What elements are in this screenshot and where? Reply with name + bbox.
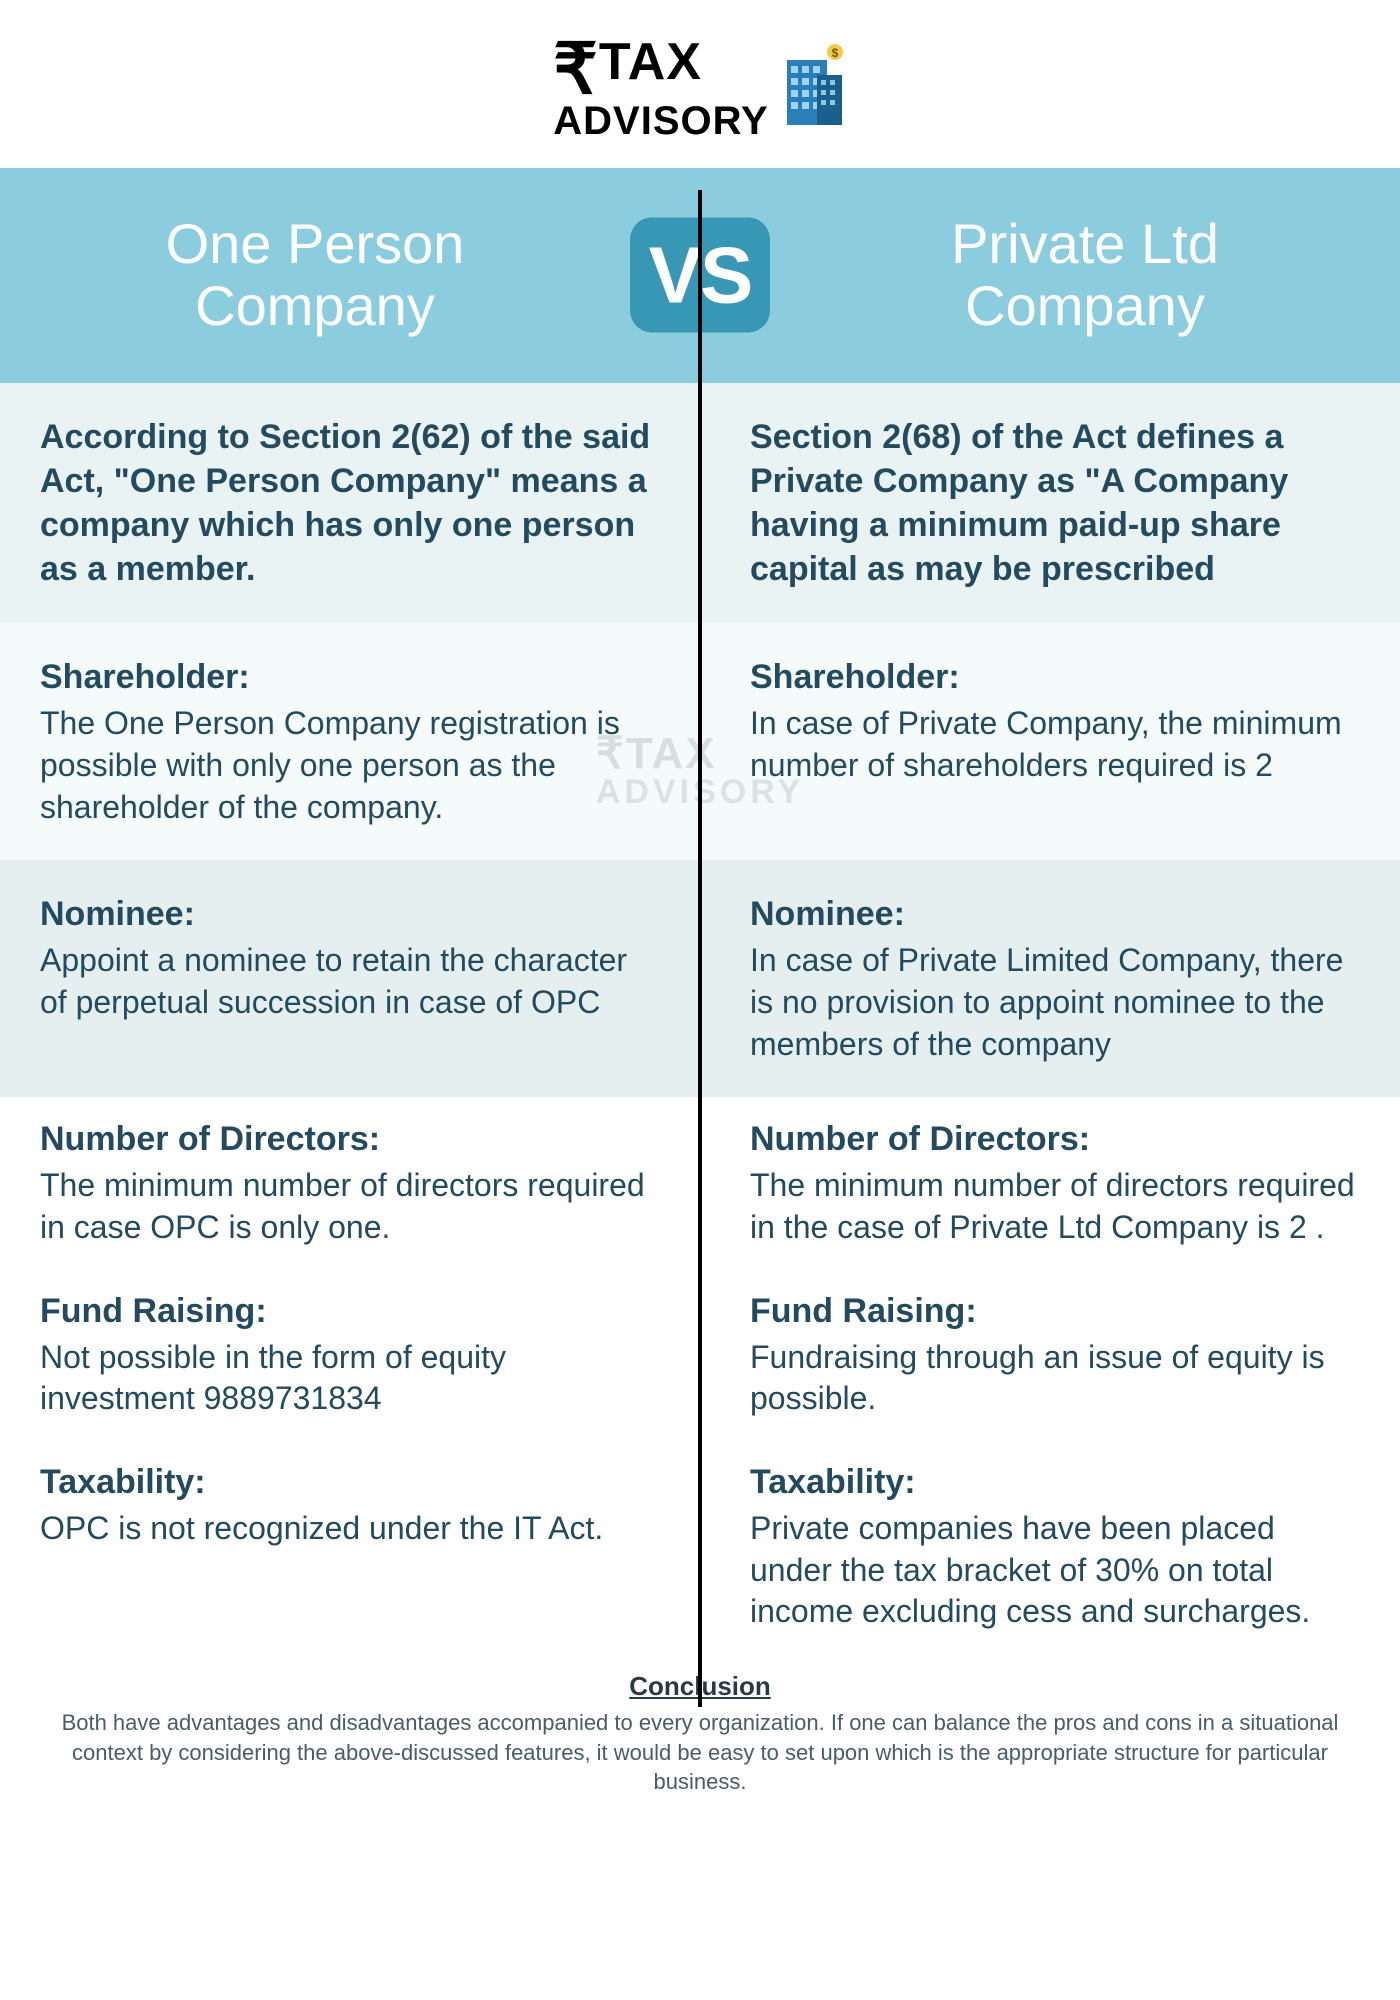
directors-label-right: Number of Directors: — [750, 1117, 1360, 1161]
rupee-icon: ₹ — [553, 40, 599, 100]
conclusion-body: Both have advantages and disadvantages a… — [50, 1708, 1350, 1797]
tax-right: Private companies have been placed under… — [750, 1508, 1360, 1633]
nominee-right: In case of Private Limited Company, ther… — [750, 940, 1360, 1065]
cell-shareholder-right: Shareholder: In case of Private Company,… — [700, 623, 1400, 860]
tax-left: OPC is not recognized under the IT Act. — [40, 1508, 660, 1550]
cell-nominee-left: Nominee: Appoint a nominee to retain the… — [0, 860, 700, 1097]
directors-label-left: Number of Directors: — [40, 1117, 660, 1161]
tax-label-left: Taxability: — [40, 1460, 660, 1504]
shareholder-label-right: Shareholder: — [750, 655, 1360, 699]
center-divider — [698, 190, 702, 1707]
shareholder-right: In case of Private Company, the minimum … — [750, 703, 1360, 786]
logo-word-tax: TAX — [599, 40, 702, 84]
definition-right: Section 2(68) of the Act defines a Priva… — [750, 415, 1360, 592]
banner-left: One Person Company — [0, 168, 700, 383]
shareholder-label-left: Shareholder: — [40, 655, 660, 699]
directors-right: The minimum number of directors required… — [750, 1165, 1360, 1248]
cell-definition-left: According to Section 2(62) of the said A… — [0, 383, 700, 624]
definition-left: According to Section 2(62) of the said A… — [40, 415, 660, 592]
page: ₹ TAX ADVISORY $ — [0, 0, 1400, 1837]
cell-nominee-right: Nominee: In case of Private Limited Comp… — [700, 860, 1400, 1097]
fund-left: Not possible in the form of equity inves… — [40, 1337, 660, 1420]
building-icon: $ — [777, 40, 847, 130]
logo-text: ₹ TAX ADVISORY — [553, 40, 768, 138]
cell-tax-right: Taxability: Private companies have been … — [700, 1440, 1400, 1653]
fund-right: Fundraising through an issue of equity i… — [750, 1337, 1360, 1420]
fund-label-left: Fund Raising: — [40, 1289, 660, 1333]
cell-definition-right: Section 2(68) of the Act defines a Priva… — [700, 383, 1400, 624]
cell-directors-left: Number of Directors: The minimum number … — [0, 1097, 700, 1268]
nominee-left: Appoint a nominee to retain the characte… — [40, 940, 660, 1023]
banner-right-title: Private Ltd Company — [951, 213, 1219, 336]
cell-shareholder-left: Shareholder: The One Person Company regi… — [0, 623, 700, 860]
banner-left-title: One Person Company — [166, 213, 465, 336]
shareholder-left: The One Person Company registration is p… — [40, 703, 660, 828]
logo-block: ₹ TAX ADVISORY $ — [0, 0, 1400, 168]
fund-label-right: Fund Raising: — [750, 1289, 1360, 1333]
cell-tax-left: Taxability: OPC is not recognized under … — [0, 1440, 700, 1653]
svg-text:$: $ — [831, 46, 838, 60]
logo-line1: ₹ TAX — [553, 40, 702, 100]
logo-word-advisory: ADVISORY — [553, 104, 768, 138]
nominee-label-right: Nominee: — [750, 892, 1360, 936]
cell-directors-right: Number of Directors: The minimum number … — [700, 1097, 1400, 1268]
cell-fund-right: Fund Raising: Fundraising through an iss… — [700, 1269, 1400, 1440]
tax-label-right: Taxability: — [750, 1460, 1360, 1504]
cell-fund-left: Fund Raising: Not possible in the form o… — [0, 1269, 700, 1440]
logo: ₹ TAX ADVISORY $ — [553, 40, 846, 138]
nominee-label-left: Nominee: — [40, 892, 660, 936]
banner-right: Private Ltd Company — [700, 168, 1400, 383]
directors-left: The minimum number of directors required… — [40, 1165, 660, 1248]
